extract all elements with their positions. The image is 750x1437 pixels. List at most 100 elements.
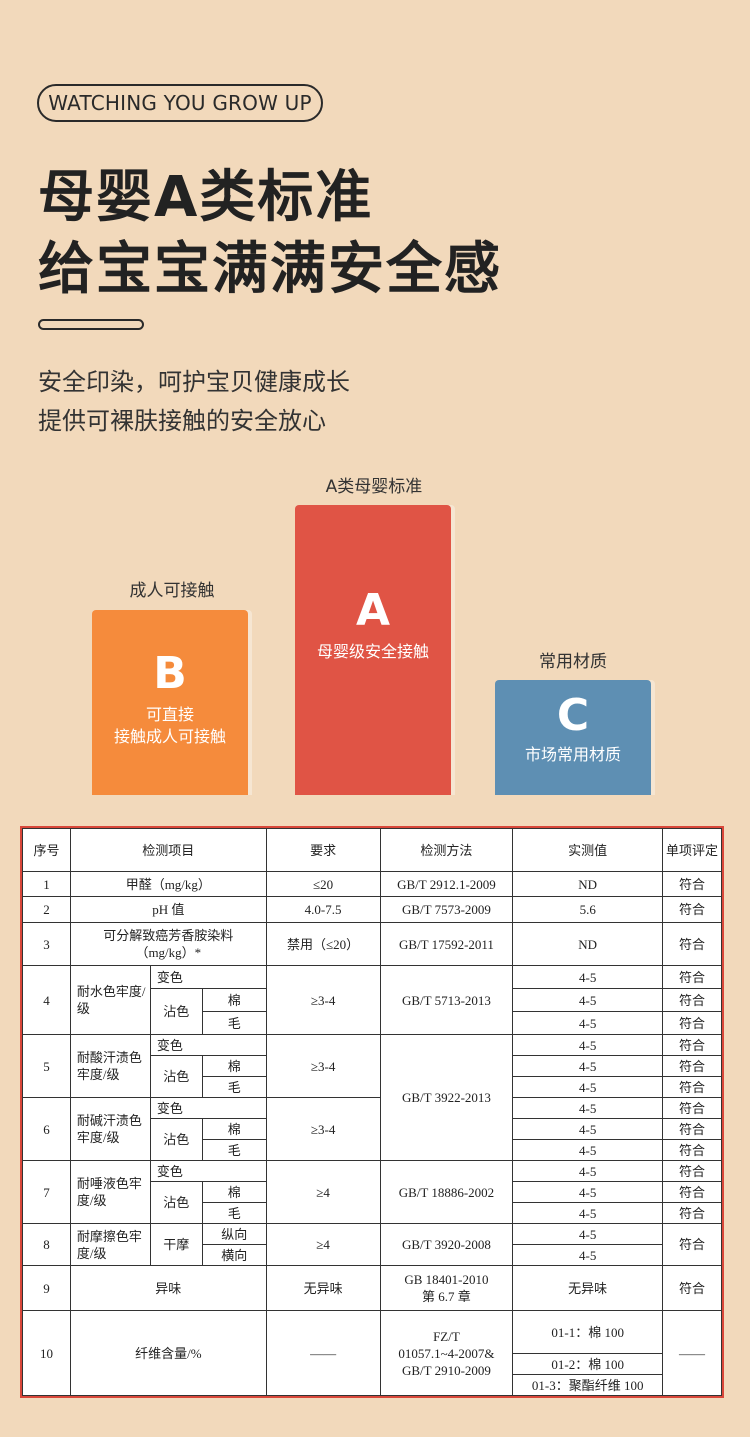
card-c-label: 常用材质 — [539, 652, 607, 672]
table-row: 8 耐摩擦色牢度/级 干摩 纵向 ≥4 GB/T 3920-2008 4-5 符合 — [22, 1223, 722, 1266]
cell: GB/T 5713-2013 — [379, 965, 514, 1035]
cell: 符合 — [662, 1181, 722, 1203]
cell: 4-5 — [512, 1076, 664, 1098]
table-row: 6 耐碱汗渍色牢度/级 变色 ≥3-4 4-5 符合 — [22, 1097, 722, 1161]
card-c-letter: C — [556, 690, 590, 741]
cell: 6 — [22, 1097, 71, 1161]
cell: 8 — [22, 1223, 71, 1266]
cell: 甲醛（mg/kg） — [69, 871, 267, 897]
cell: 7 — [22, 1160, 71, 1224]
cell: GB/T 2912.1-2009 — [379, 871, 514, 897]
decorative-divider — [38, 319, 144, 330]
cell: 可分解致癌芳香胺染料（mg/kg）* — [69, 922, 267, 966]
cell: 4-5 — [512, 1055, 664, 1077]
cell: 横向 — [201, 1244, 267, 1266]
cell: 4-5 — [512, 1139, 664, 1161]
table-row: 4 耐水色牢度/级 变色 ≥3-4 GB/T 5713-2013 4-5 符合 — [22, 965, 722, 1035]
table-row: 沾色棉 4-5 符合 — [23, 1055, 722, 1098]
table-row: 沾色棉 4-5 符合 — [23, 1181, 722, 1224]
card-a-text1: 母婴级安全接触 — [316, 642, 429, 661]
cell: 耐摩擦色牢度/级 — [69, 1223, 151, 1266]
cell: 1 — [22, 871, 71, 897]
cell: 符合 — [662, 1055, 722, 1077]
cell: 4-5 — [512, 1202, 664, 1224]
card-b-text2: 接触成人可接触 — [113, 727, 226, 746]
cell: 棉 — [201, 1055, 267, 1077]
table-header-row: 序号 检测项目 要求 检测方法 实测值 单项评定 — [22, 828, 722, 872]
cell: 符合 — [662, 1097, 722, 1119]
cell: 4-5 — [512, 1223, 664, 1245]
table-row: 毛 4-5 符合 — [23, 1202, 722, 1224]
cell: 9 — [22, 1265, 71, 1311]
cell: 4-5 — [512, 1244, 664, 1266]
cell: 无异味 — [512, 1265, 664, 1311]
cell: 符合 — [662, 1265, 722, 1311]
cell: 耐酸汗渍色牢度/级 — [69, 1034, 151, 1098]
test-results-table: 序号 检测项目 要求 检测方法 实测值 单项评定 1 甲醛（mg/kg） ≤20 GB… — [20, 826, 724, 1398]
cell: 符合 — [662, 1223, 722, 1266]
cell: 干摩 — [149, 1223, 203, 1266]
cell: 变色 — [149, 1160, 267, 1182]
table-row: 9 异味 无异味 GB 18401-2010 第 6.7 章无异味 符合 — [22, 1265, 722, 1311]
cell: 5 — [22, 1034, 71, 1098]
cell: 毛 — [201, 1011, 267, 1035]
cell: ≥4 — [265, 1223, 381, 1266]
cell: 沾色 — [149, 988, 203, 1035]
card-b-letter: B — [153, 648, 187, 699]
cell: ≥3-4 — [265, 1097, 381, 1161]
header-cell: 要求 — [265, 828, 381, 872]
card-a: A 母婴级安全接触 — [295, 505, 451, 795]
cell: —— — [662, 1310, 722, 1396]
cell: 01-2：棉 100 — [512, 1353, 664, 1375]
page-title-line1: 母婴A类标准 — [38, 165, 374, 230]
card-a-label: A类母婴标准 — [325, 477, 423, 497]
tagline-badge: WATCHING YOU GROW UP — [37, 84, 323, 122]
cell: 3 — [22, 922, 71, 966]
cell: 无异味 — [265, 1265, 381, 1311]
cell: 符合 — [662, 896, 722, 923]
cell: 符合 — [662, 1139, 722, 1161]
card-b: B 可直接 接触成人可接触 — [92, 610, 248, 795]
card-b-label: 成人可接触 — [129, 581, 215, 601]
cell: 毛 — [201, 1139, 267, 1161]
cell: FZ/T 01057.1~4-2007& GB/T 2910-2009 — [379, 1310, 514, 1396]
cell: 符合 — [662, 922, 722, 966]
table-row: 10 纤维含量/% —— FZ/T 01057.1~4-2007& GB/T 2910-2… — [22, 1310, 722, 1396]
method-line: GB/T 2910-2009 — [401, 1362, 491, 1378]
cell: 变色 — [149, 1097, 267, 1119]
cell: 4.0-7.5 — [265, 896, 381, 923]
method-line: 第 6.7 章 — [422, 1289, 471, 1304]
cell: 符合 — [662, 1011, 722, 1035]
cell: ≥3-4 — [265, 1034, 381, 1098]
cell: 变色 — [149, 965, 267, 989]
table-row: 毛 4-5 符合 — [23, 1011, 722, 1035]
table-row: 7 耐唾液色牢度/级 变色 ≥4 GB/T 18886-2002 4-5 符合 — [22, 1160, 722, 1224]
cell: 符合 — [662, 1076, 722, 1098]
cell: 4-5 — [512, 1118, 664, 1140]
cell: GB/T 3922-2013 — [379, 1034, 514, 1161]
table-row: 5 耐酸汗渍色牢度/级 变色 ≥3-4 GB/T 3922-2013 4-5 符合 — [22, 1034, 722, 1161]
method-line: GB 18401-2010 — [404, 1272, 489, 1287]
subtitle-line2: 提供可裸肤接触的安全放心 — [38, 407, 326, 435]
cell: 符合 — [662, 988, 722, 1012]
cell: —— — [265, 1310, 381, 1396]
cell: 毛 — [201, 1202, 267, 1224]
cell: 符合 — [662, 871, 722, 897]
table-row: 毛 4-5 符合 — [23, 1139, 722, 1161]
cell: 4-5 — [512, 1181, 664, 1203]
cell: ≥3-4 — [265, 965, 381, 1035]
cell: GB/T 17592-2011 — [379, 922, 514, 966]
cell: ND — [512, 871, 664, 897]
cell: 符合 — [662, 1202, 722, 1224]
cell: GB/T 7573-2009 — [379, 896, 514, 923]
cell: 4-5 — [512, 965, 664, 989]
card-b-text1: 可直接 — [145, 705, 194, 724]
cell: 棉 — [201, 988, 267, 1012]
header-cell: 检测项目 — [69, 828, 267, 872]
cell: ND — [512, 922, 664, 966]
cell: 符合 — [662, 1118, 722, 1140]
cell: 2 — [22, 896, 71, 923]
header-cell: 检测方法 — [379, 828, 514, 872]
cell: GB 18401-2010 第 6.7 章 — [379, 1265, 514, 1311]
cell: GB/T 3920-2008 — [379, 1223, 514, 1266]
